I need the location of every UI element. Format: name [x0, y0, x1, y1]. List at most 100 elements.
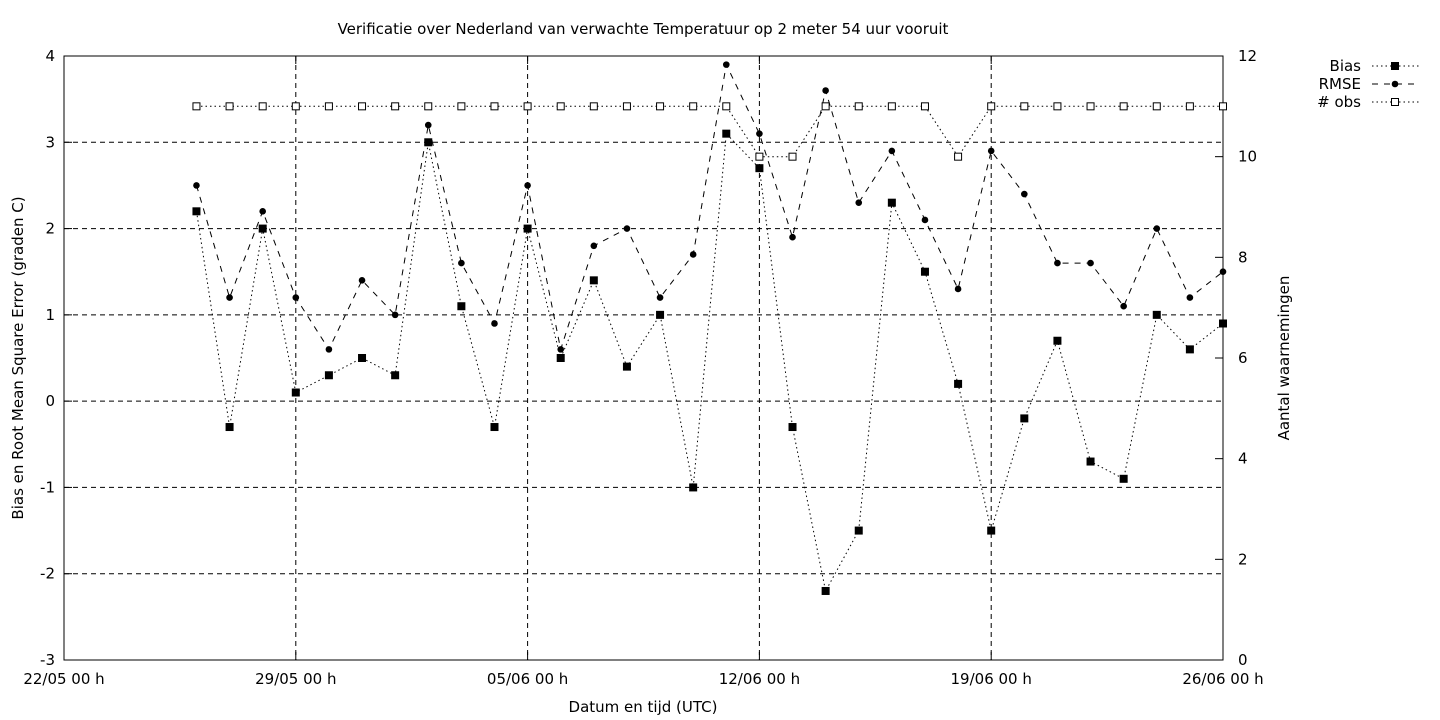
- x-tick-label: 12/06 00 h: [719, 670, 800, 688]
- y-tick-label: -2: [40, 565, 55, 583]
- data-point-obs: [722, 102, 731, 111]
- data-point-bias: [1152, 310, 1161, 319]
- data-point-rmse: [656, 294, 664, 301]
- data-point-obs: [622, 102, 631, 111]
- data-point-obs: [1219, 102, 1227, 111]
- data-point-obs: [1152, 102, 1161, 111]
- x-tick-label: 05/06 00 h: [487, 670, 568, 688]
- data-point-rmse: [557, 346, 565, 353]
- y-tick-label: 3: [45, 133, 55, 151]
- data-point-rmse: [358, 277, 366, 284]
- data-point-bias: [622, 362, 631, 371]
- data-point-bias: [689, 483, 698, 492]
- data-point-obs: [1119, 102, 1128, 111]
- data-point-obs: [1185, 102, 1194, 111]
- data-point-obs: [689, 102, 698, 111]
- data-point-rmse: [259, 208, 266, 215]
- data-point-bias: [755, 164, 764, 173]
- legend-label-rmse: RMSE: [1319, 75, 1361, 93]
- grid-lines: [64, 56, 1223, 660]
- x-tick-label: 29/05 00 h: [255, 670, 336, 688]
- legend-label-bias: Bias: [1330, 57, 1362, 75]
- data-point-rmse: [226, 294, 233, 301]
- data-point-rmse: [1153, 225, 1161, 232]
- data-point-obs: [788, 152, 797, 161]
- y-tick-label: 4: [45, 47, 55, 65]
- data-point-bias: [324, 371, 333, 380]
- y-tick-label: -1: [40, 478, 55, 496]
- data-point-bias: [920, 267, 929, 276]
- data-point-obs: [258, 102, 267, 111]
- data-point-bias: [1020, 414, 1029, 423]
- data-point-bias: [1053, 336, 1062, 345]
- data-point-rmse: [756, 130, 763, 137]
- y2-axis-label: Aantal waarnemingen: [1275, 276, 1293, 441]
- y-tick-label: 0: [45, 392, 55, 410]
- data-point-rmse: [193, 182, 200, 189]
- data-point-bias: [192, 207, 201, 216]
- y-tick-label: 1: [45, 306, 55, 324]
- data-point-obs: [987, 102, 996, 111]
- data-point-obs: [225, 102, 234, 111]
- data-point-obs: [523, 102, 532, 111]
- x-tick-label: 26/06 00 h: [1182, 670, 1263, 688]
- series-bias: [192, 129, 1227, 595]
- legend-marker-bias: [1391, 62, 1399, 70]
- chart-title: Verificatie over Nederland van verwachte…: [338, 20, 949, 38]
- series-obs: [192, 102, 1227, 161]
- data-point-rmse: [623, 225, 631, 232]
- data-point-rmse: [789, 233, 796, 241]
- data-point-bias: [887, 198, 896, 207]
- data-point-rmse: [722, 61, 730, 68]
- data-point-bias: [987, 526, 996, 535]
- data-point-obs: [1086, 102, 1095, 111]
- data-point-rmse: [458, 259, 465, 267]
- data-point-rmse: [1120, 302, 1127, 310]
- data-point-obs: [887, 102, 896, 111]
- data-point-obs: [192, 102, 201, 111]
- data-point-obs: [920, 102, 929, 111]
- data-point-bias: [954, 379, 963, 388]
- data-point-bias: [656, 310, 665, 319]
- y2-tick-label: 0: [1238, 651, 1248, 669]
- data-point-bias: [225, 423, 234, 432]
- data-point-rmse: [590, 242, 598, 250]
- data-point-bias: [490, 423, 499, 432]
- data-point-bias: [1119, 474, 1128, 483]
- plot-area: [63, 55, 1224, 661]
- data-point-bias: [722, 129, 731, 138]
- data-point-rmse: [822, 87, 829, 94]
- data-point-rmse: [1054, 259, 1061, 267]
- data-point-rmse: [1219, 268, 1227, 276]
- data-point-rmse: [855, 199, 863, 206]
- data-point-rmse: [424, 121, 432, 129]
- data-point-rmse: [524, 182, 531, 189]
- data-point-obs: [755, 152, 764, 161]
- data-point-bias: [457, 302, 466, 311]
- data-point-obs: [1053, 102, 1062, 111]
- data-point-obs: [358, 102, 367, 111]
- data-point-obs: [291, 102, 300, 111]
- series-line-obs: [196, 105, 1223, 158]
- series-line-rmse: [196, 62, 1224, 352]
- data-point-bias: [424, 138, 433, 147]
- series-layer: [192, 61, 1227, 595]
- data-point-bias: [1185, 345, 1194, 354]
- data-point-obs: [1020, 102, 1029, 111]
- data-point-bias: [258, 224, 267, 233]
- x-tick-label: 19/06 00 h: [951, 670, 1032, 688]
- y2-tick-label: 12: [1238, 47, 1257, 65]
- data-point-rmse: [1087, 259, 1094, 267]
- series-line-bias: [196, 132, 1224, 593]
- data-point-obs: [954, 152, 963, 161]
- data-point-obs: [589, 102, 598, 111]
- data-point-obs: [821, 102, 830, 111]
- data-point-rmse: [1186, 294, 1194, 301]
- data-point-bias: [291, 388, 300, 397]
- data-point-bias: [854, 526, 863, 535]
- data-point-rmse: [954, 285, 962, 293]
- data-point-rmse: [292, 294, 300, 301]
- data-point-rmse: [1021, 190, 1028, 198]
